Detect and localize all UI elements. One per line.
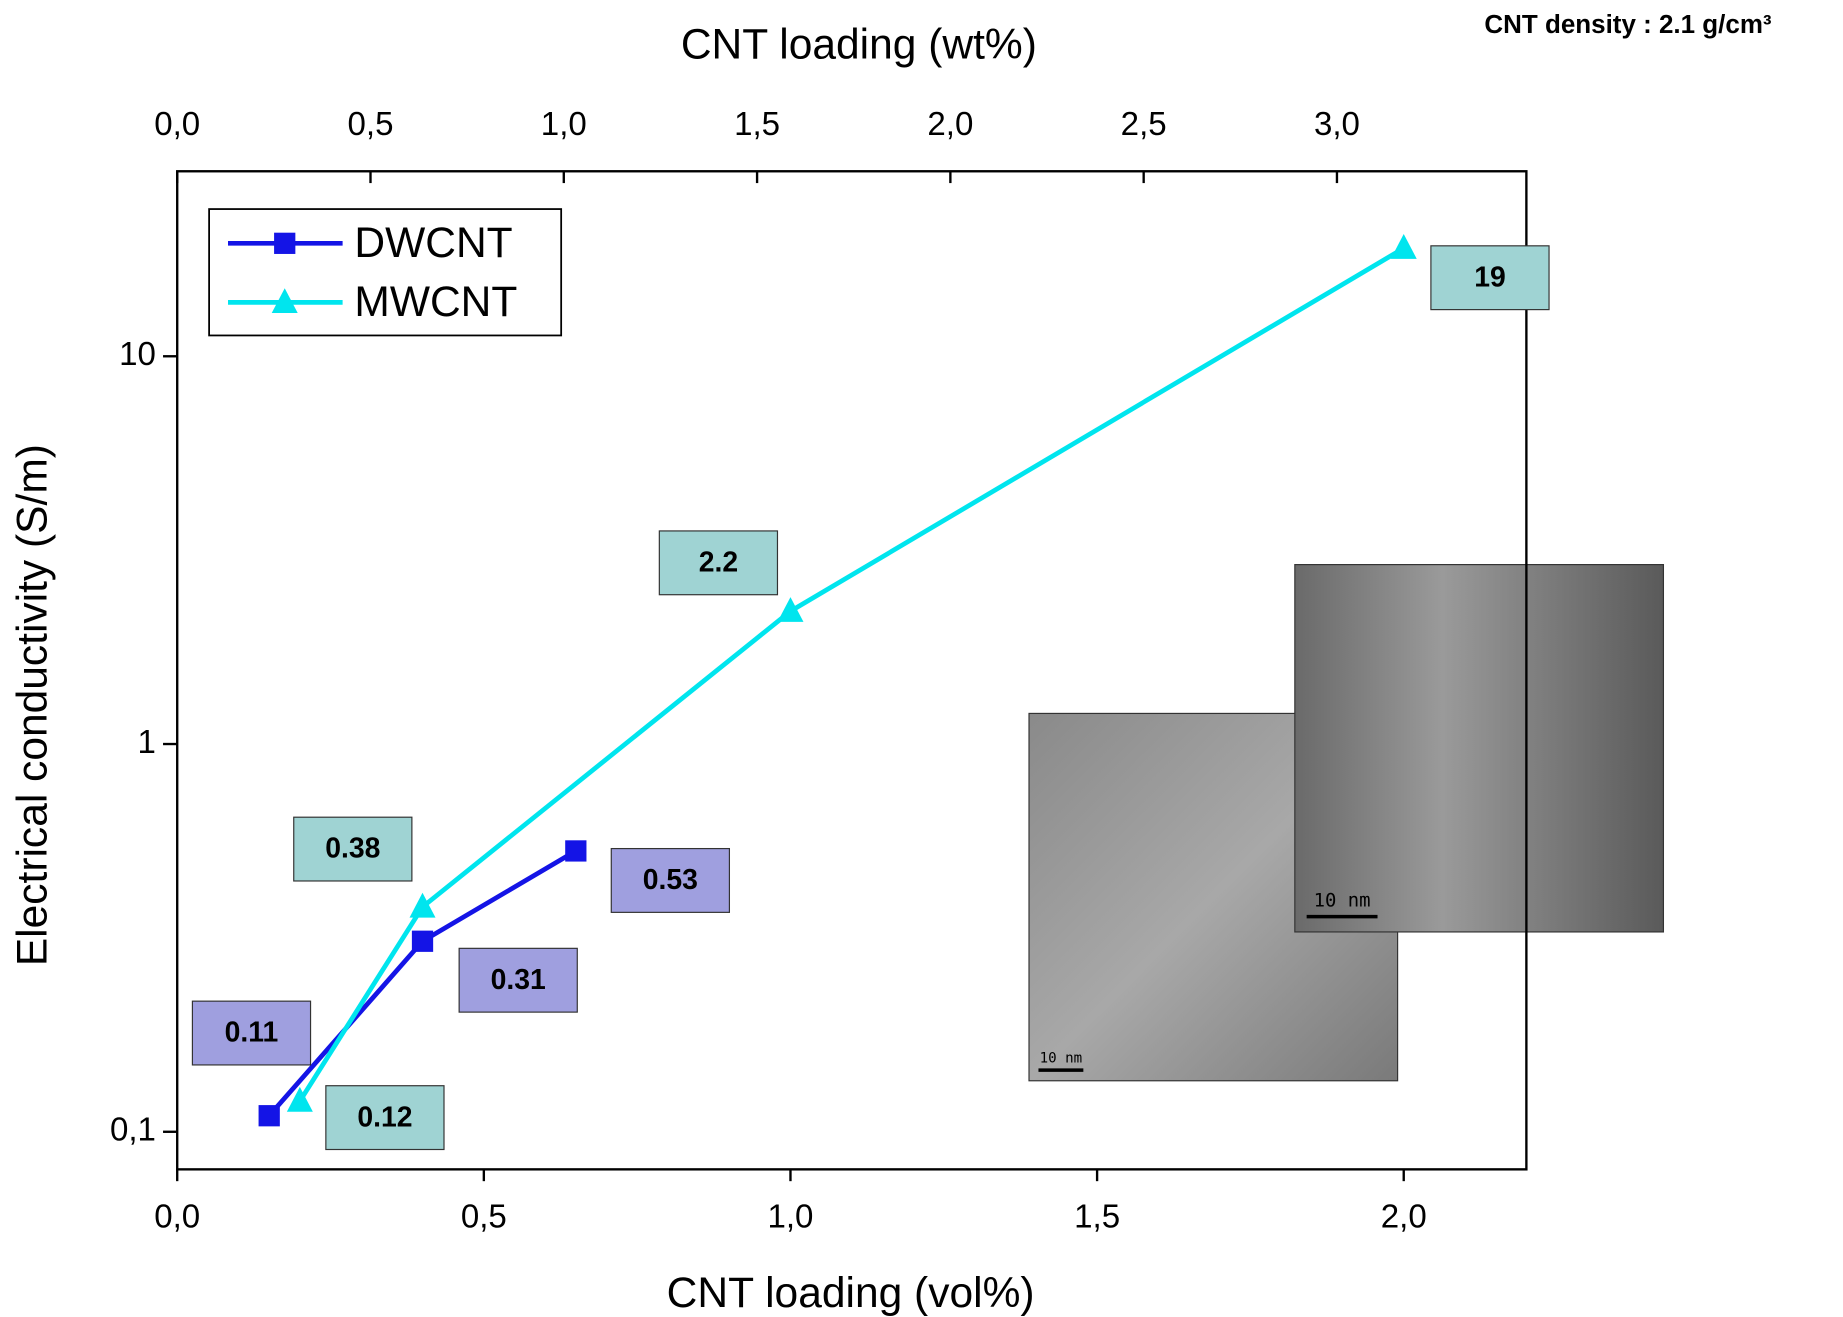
x-tick-label: 0,5	[461, 1199, 507, 1236]
x2-tick-label: 1,0	[541, 106, 587, 143]
inset-image	[1295, 565, 1664, 932]
legend-marker	[274, 233, 295, 254]
x2-tick-label: 2,0	[927, 106, 973, 143]
x-tick-label: 1,5	[1074, 1199, 1120, 1236]
x-tick-label: 1,0	[767, 1199, 813, 1236]
x2-axis-title: CNT loading (wt%)	[681, 21, 1037, 68]
annotation: CNT density : 2.1 g/cm³	[1484, 9, 1772, 39]
value-label: 0.31	[491, 964, 546, 996]
data-point	[777, 597, 803, 622]
value-label: 0.11	[225, 1017, 279, 1049]
x-tick-label: 2,0	[1381, 1199, 1427, 1236]
value-label: 0.38	[325, 833, 380, 865]
inset-label: 10 nm	[1040, 1050, 1083, 1066]
x2-tick-label: 0,0	[154, 106, 200, 143]
legend: DWCNT MWCNT	[209, 209, 561, 335]
y-tick-label: 0,1	[110, 1112, 156, 1149]
data-point	[1391, 234, 1417, 259]
legend-label: MWCNT	[354, 279, 517, 326]
value-label: 0.12	[357, 1101, 412, 1133]
data-point	[259, 1105, 280, 1126]
x2-tick-label: 3,0	[1314, 106, 1360, 143]
chart: CNT density : 2.1 g/cm³ CNT loading (wt%…	[0, 0, 1843, 1317]
legend-label: DWCNT	[354, 220, 512, 267]
x2-tick-label: 1,5	[734, 106, 780, 143]
y-tick-label: 1	[138, 724, 156, 761]
y-tick-label: 10	[119, 336, 156, 373]
x2-tick-label: 2,5	[1121, 106, 1167, 143]
data-point	[410, 893, 436, 918]
value-label: 0.53	[643, 864, 698, 896]
data-point	[565, 840, 586, 861]
inset-images: 10 nm 10 nm	[1029, 565, 1663, 1081]
value-label: 19	[1474, 261, 1506, 293]
inset-label: 10 nm	[1314, 890, 1371, 912]
x-axis-title: CNT loading (vol%)	[667, 1270, 1035, 1317]
y-axis-title: Electrical conductivity (S/m)	[10, 444, 57, 966]
value-label: 2.2	[699, 546, 738, 578]
data-point	[412, 931, 433, 952]
page: CNT density : 2.1 g/cm³ CNT loading (wt%…	[0, 0, 1843, 1317]
x2-tick-label: 0,5	[348, 106, 394, 143]
x-tick-label: 0,0	[154, 1199, 200, 1236]
